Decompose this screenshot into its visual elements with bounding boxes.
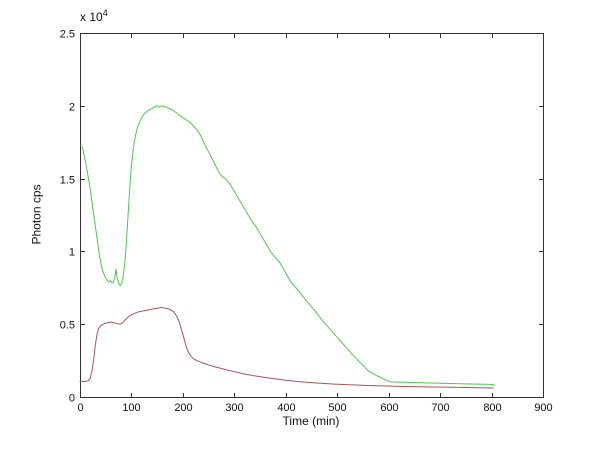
y-tick-label: 1 — [69, 247, 75, 259]
y-tick-label: 0.5 — [60, 320, 75, 332]
y-tick-label: 2.5 — [60, 29, 75, 41]
x-tick-label: 0 — [77, 402, 83, 414]
y-axis-label: Photon cps — [29, 184, 44, 245]
x-tick-label: 900 — [534, 402, 552, 414]
red-trace-line — [79, 307, 494, 389]
x-tick-label: 300 — [225, 402, 243, 414]
y-tick-label: 0 — [69, 393, 75, 405]
y-axis-multiplier-exponent: 4 — [102, 8, 108, 18]
x-tick-label: 500 — [328, 402, 346, 414]
x-tick-label: 700 — [431, 402, 449, 414]
plot-box — [80, 33, 544, 398]
x-axis-label: Time (min) — [282, 414, 340, 428]
y-axis-multiplier-base: x 10 — [80, 10, 103, 24]
y-tick-label: 1.5 — [60, 175, 75, 187]
x-tick-label: 400 — [277, 402, 295, 414]
x-tick-label: 100 — [122, 402, 140, 414]
x-tick-label: 800 — [483, 402, 501, 414]
x-tick-label: 200 — [174, 402, 192, 414]
y-axis-multiplier: x 104 — [80, 8, 108, 24]
x-tick-label: 600 — [380, 402, 398, 414]
y-tick-label: 2 — [69, 102, 75, 114]
green-trace-line — [81, 105, 496, 387]
